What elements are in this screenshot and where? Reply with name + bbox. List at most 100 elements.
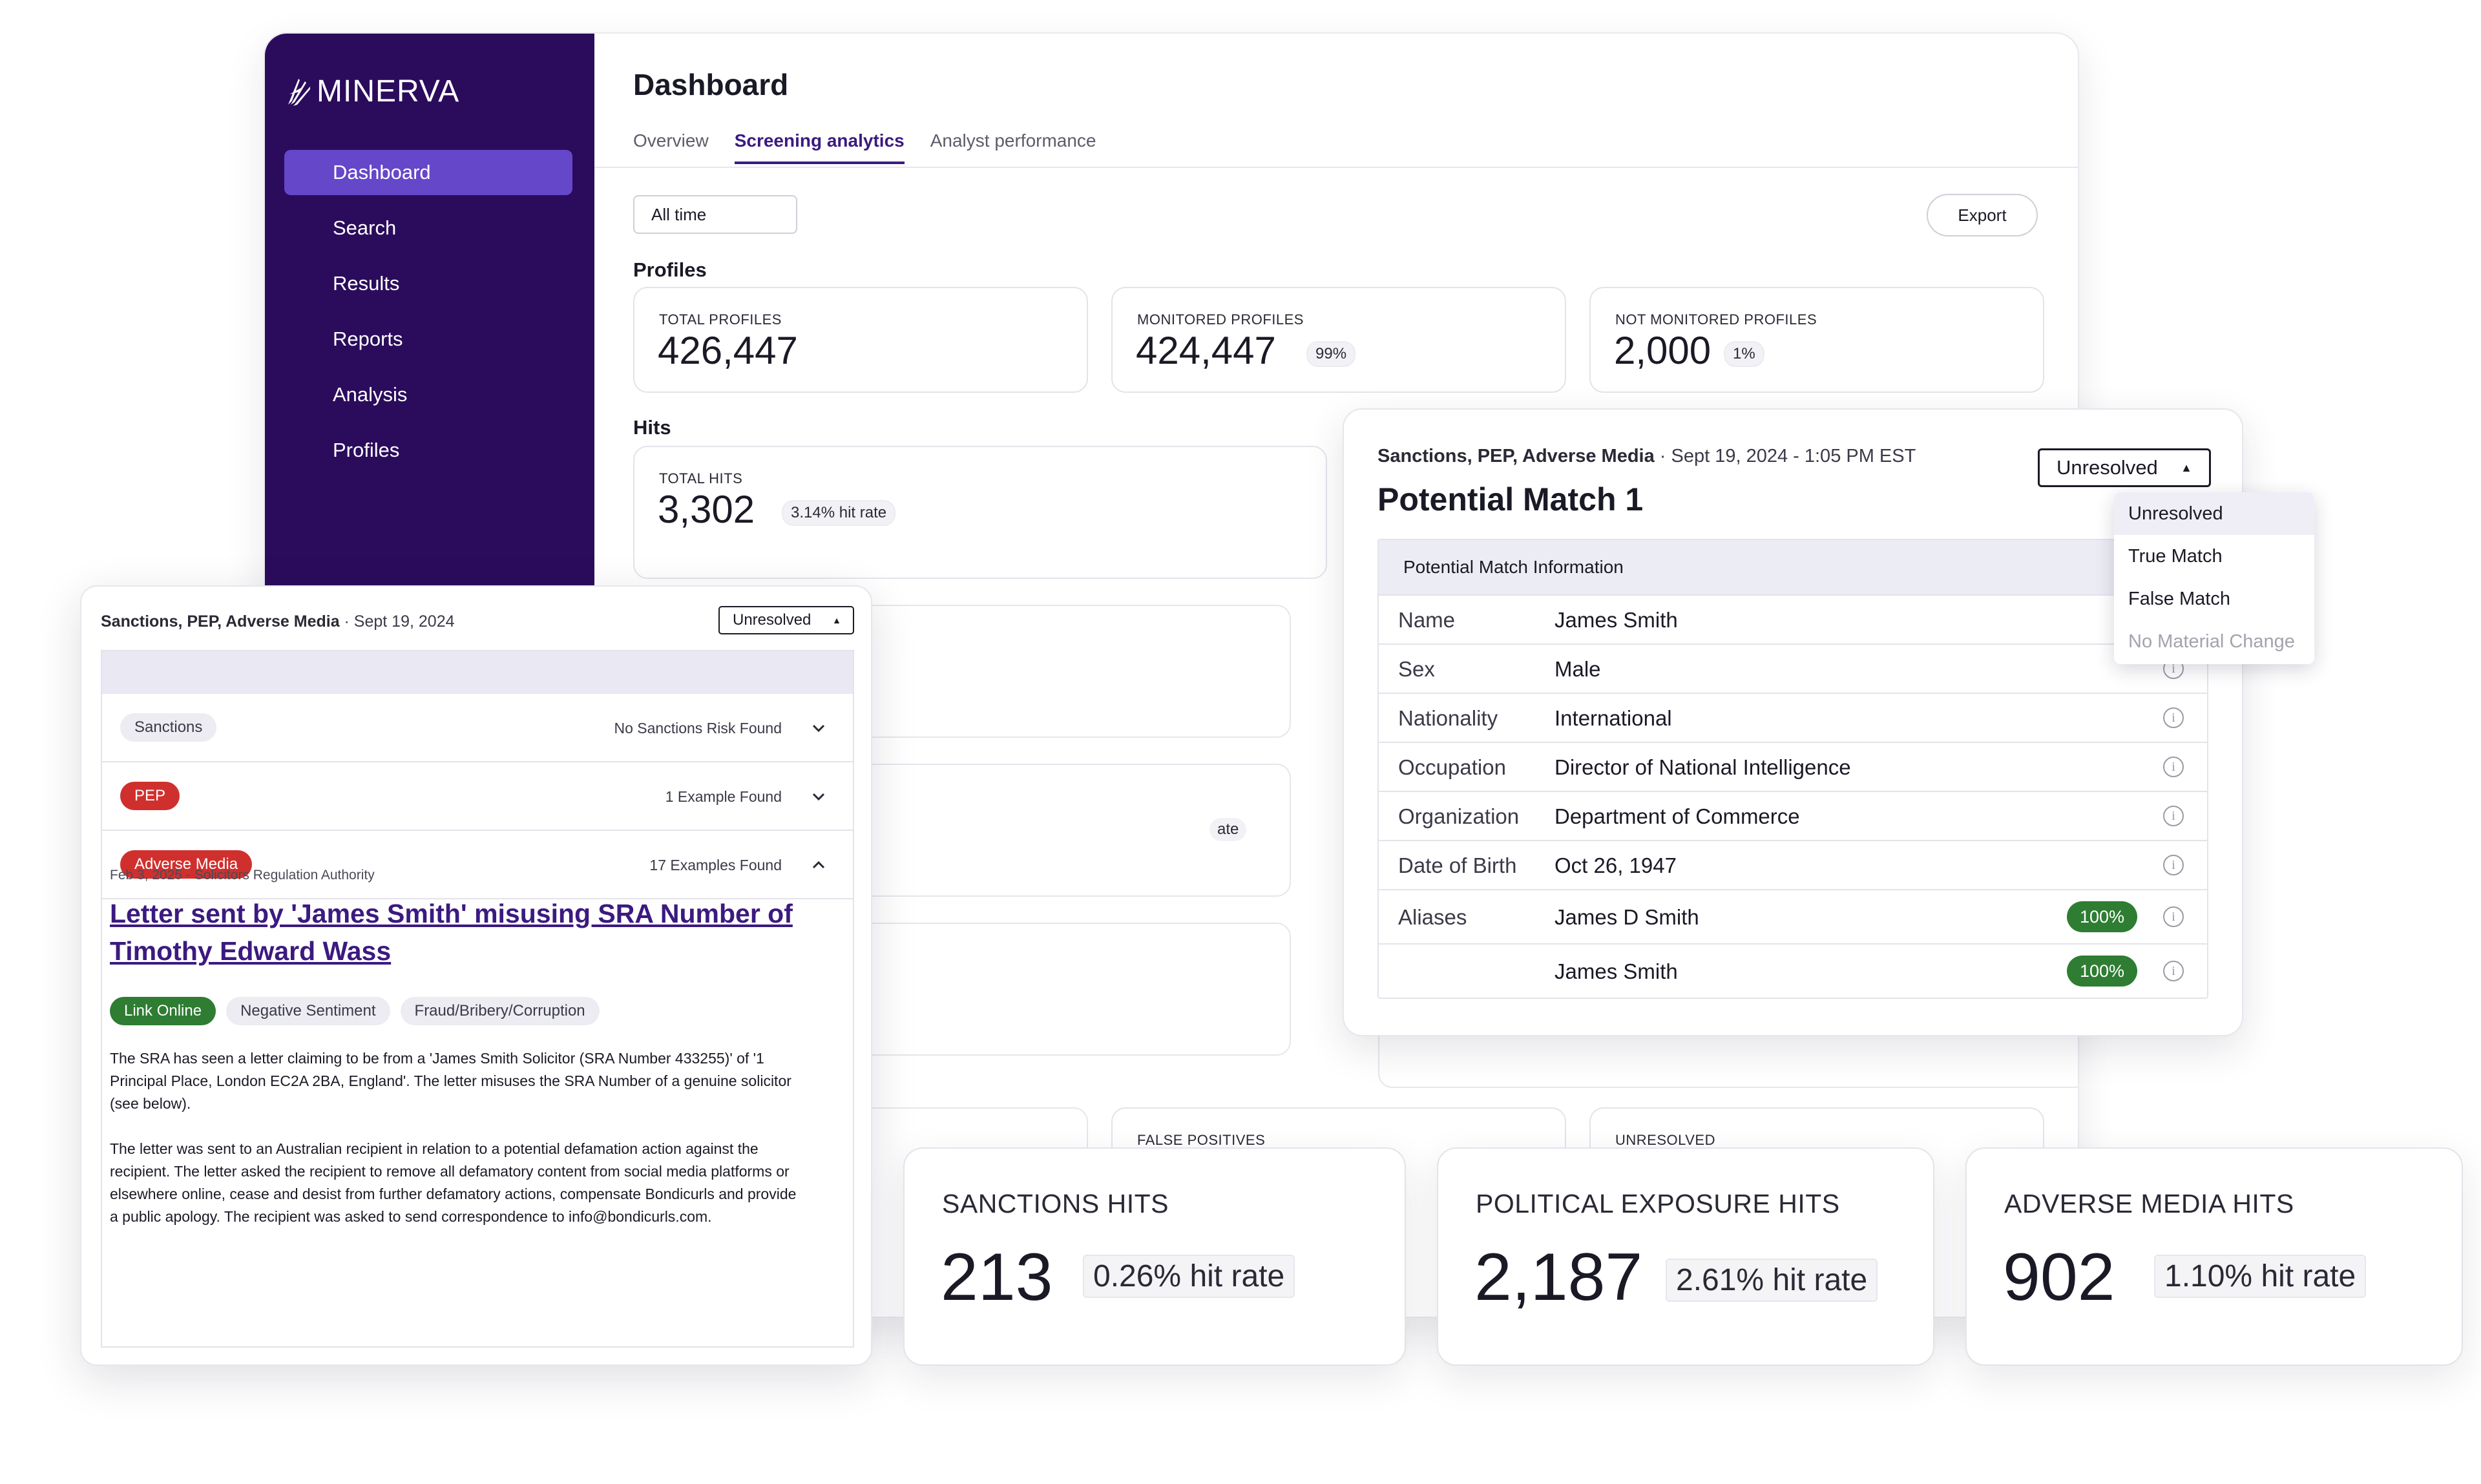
adverse-media-hits-card: ADVERSE MEDIA HITS 902 1.10% hit rate (1965, 1147, 2463, 1366)
result-lists: Sanctions, PEP, Adverse Media (101, 612, 340, 631)
profiles-section-label: Profiles (633, 258, 707, 281)
table-row: Occupation Director of National Intellig… (1379, 742, 2207, 791)
stat-caption: UNRESOLVED (1615, 1132, 1715, 1148)
tab-screening-analytics[interactable]: Screening analytics (734, 131, 905, 164)
dropdown-option-unresolved[interactable]: Unresolved (2114, 492, 2314, 535)
table-row: James Smith 100% i (1379, 943, 2207, 998)
tag-link-online[interactable]: Link Online (110, 997, 216, 1025)
stat-value: 2,000 (1614, 329, 1712, 372)
table-row: Aliases James D Smith 100% i (1379, 889, 2207, 943)
hit-rate-badge: 2.61% hit rate (1666, 1259, 1878, 1302)
monitored-profiles-card: MONITORED PROFILES 424,447 99% (1111, 287, 1566, 393)
stat-value: 3,302 (658, 488, 755, 531)
page-title: Dashboard (633, 68, 789, 101)
sidebar-item-analysis[interactable]: Analysis (333, 383, 408, 406)
screening-result-panel: Sanctions, PEP, Adverse Media · Sept 19,… (80, 585, 872, 1366)
brand-name: MINERVA (317, 74, 460, 109)
chevron-down-icon[interactable] (809, 718, 828, 738)
tab-analyst-performance[interactable]: Analyst performance (930, 131, 1096, 151)
list-item-sanctions[interactable]: Sanctions No Sanctions Risk Found (102, 694, 853, 762)
result-summary: 1 Example Found (665, 788, 782, 805)
hit-caption: POLITICAL EXPOSURE HITS (1476, 1189, 1840, 1218)
article-title-link[interactable]: Letter sent by 'James Smith' misusing SR… (110, 899, 793, 966)
row-value: Male (1555, 657, 1601, 681)
stat-value: 426,447 (658, 329, 798, 372)
article-tags: Link Online Negative Sentiment Fraud/Bri… (110, 997, 808, 1025)
info-icon[interactable]: i (2163, 757, 2184, 777)
row-key: Date of Birth (1398, 853, 1517, 877)
match-timestamp: · Sept 19, 2024 - 1:05 PM EST (1654, 446, 1916, 466)
list-item-pep[interactable]: PEP 1 Example Found (102, 762, 853, 831)
list-header-band (102, 651, 853, 694)
info-icon[interactable]: i (2163, 961, 2184, 981)
info-icon[interactable]: i (2163, 855, 2184, 875)
sidebar-item-reports[interactable]: Reports (333, 328, 403, 350)
brand-logo[interactable]: MINERVA (286, 74, 459, 109)
match-info-table: Potential Match Information Name James S… (1377, 539, 2208, 999)
stat-caption: NOT MONITORED PROFILES (1615, 311, 1817, 328)
status-value: Unresolved (733, 611, 811, 629)
category-chip: Adverse Media (120, 850, 253, 879)
match-lists: Sanctions, PEP, Adverse Media (1377, 446, 1655, 466)
table-row: Date of Birth Oct 26, 1947 i (1379, 840, 2207, 889)
result-status-select[interactable]: Unresolved ▲ (718, 606, 854, 634)
stat-percent-badge: 99% (1306, 341, 1356, 367)
hit-caption: ADVERSE MEDIA HITS (2004, 1189, 2294, 1218)
hit-caption: SANCTIONS HITS (942, 1189, 1169, 1218)
hits-section-label: Hits (633, 416, 671, 439)
match-score-badge: 100% (2066, 956, 2137, 987)
category-chip: PEP (120, 782, 180, 810)
match-title: Potential Match 1 (1377, 481, 1644, 517)
list-item-adverse-media[interactable]: Adverse Media 17 Examples Found (102, 831, 853, 899)
table-row: Sex Male i (1379, 643, 2207, 693)
category-chip: Sanctions (120, 713, 217, 742)
row-value: Director of National Intelligence (1555, 755, 1851, 779)
result-summary: 17 Examples Found (649, 857, 782, 873)
sidebar-nav: Dashboard Search Results Reports Analysi… (284, 150, 572, 483)
partial-rate-badge: ate (1209, 818, 1247, 841)
stat-caption: TOTAL PROFILES (659, 311, 782, 328)
result-summary: No Sanctions Risk Found (614, 720, 782, 737)
sidebar-item-profiles[interactable]: Profiles (333, 439, 400, 461)
article-body: The SRA has seen a letter claiming to be… (110, 1047, 808, 1228)
table-row: Name James Smith i (1379, 594, 2207, 643)
row-value: James Smith (1555, 608, 1678, 632)
sanctions-hits-card: SANCTIONS HITS 213 0.26% hit rate (903, 1147, 1406, 1366)
export-button[interactable]: Export (1927, 194, 2038, 236)
chevron-down-icon[interactable] (809, 787, 828, 806)
row-value: James D Smith (1555, 905, 1699, 929)
dropdown-option-no-material-change: No Material Change (2128, 631, 2295, 652)
tab-overview[interactable]: Overview (633, 131, 709, 151)
info-icon[interactable]: i (2163, 806, 2184, 826)
chevron-up-icon[interactable] (809, 855, 828, 875)
info-icon[interactable]: i (2163, 906, 2184, 927)
row-value: International (1555, 706, 1672, 730)
tab-bar: Overview Screening analytics Analyst per… (633, 131, 1096, 164)
row-key: Nationality (1398, 706, 1498, 730)
hit-rate-badge: 1.10% hit rate (2154, 1255, 2367, 1298)
info-icon[interactable]: i (2163, 707, 2184, 728)
article-detail: Feb 3, 2025 - Solicitors Regulation Auth… (110, 868, 808, 1228)
dropdown-option-true-match[interactable]: True Match (2128, 546, 2223, 567)
sidebar-item-results[interactable]: Results (333, 272, 400, 295)
result-meta: Sanctions, PEP, Adverse Media · Sept 19,… (101, 612, 455, 631)
dropdown-option-false-match[interactable]: False Match (2128, 589, 2230, 609)
sidebar-item-search[interactable]: Search (333, 216, 397, 239)
hit-rate-badge: 0.26% hit rate (1083, 1255, 1295, 1298)
hit-value: 902 (2003, 1240, 2115, 1315)
article-source: Feb 3, 2025 - Solicitors Regulation Auth… (110, 868, 375, 883)
hit-rate-badge: 3.14% hit rate (782, 500, 896, 526)
sidebar-item-dashboard[interactable]: Dashboard (284, 150, 572, 195)
article-paragraph: The SRA has seen a letter claiming to be… (110, 1050, 791, 1112)
total-profiles-card: TOTAL PROFILES 426,447 (633, 287, 1088, 393)
hit-value: 213 (941, 1240, 1053, 1315)
row-key: Organization (1398, 804, 1520, 828)
time-range-select[interactable]: All time (633, 195, 797, 234)
match-status-select[interactable]: Unresolved ▲ (2038, 448, 2211, 487)
stat-percent-badge: 1% (1724, 341, 1764, 367)
tag-negative-sentiment: Negative Sentiment (226, 997, 390, 1025)
political-exposure-hits-card: POLITICAL EXPOSURE HITS 2,187 2.61% hit … (1437, 1147, 1934, 1366)
match-meta: Sanctions, PEP, Adverse Media · Sept 19,… (1377, 446, 1916, 467)
table-header: Potential Match Information (1379, 540, 2207, 594)
row-key: Name (1398, 608, 1456, 632)
